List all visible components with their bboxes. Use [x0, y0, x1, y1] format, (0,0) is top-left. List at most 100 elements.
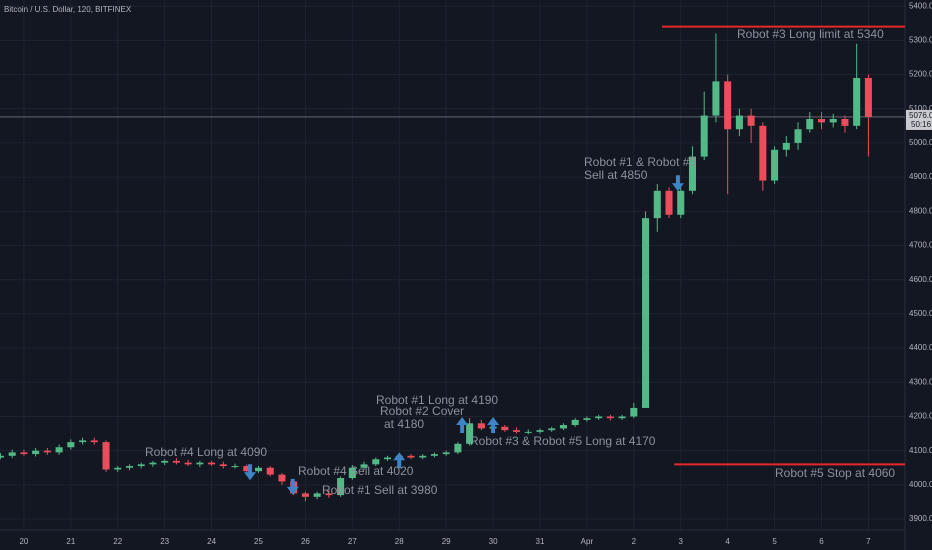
candle-body [231, 466, 239, 468]
x-tick-label: 27 [348, 537, 357, 546]
candle-body [653, 190, 661, 219]
y-tick-label: 4000.0 [909, 480, 932, 489]
y-tick-label: 4700.0 [909, 241, 932, 250]
candle-body [618, 416, 626, 419]
y-tick-label: 4600.0 [909, 275, 932, 284]
candle-body [278, 474, 286, 482]
y-tick-label: 3900.0 [909, 514, 932, 523]
candle-body [372, 459, 380, 465]
candle-body [548, 428, 556, 431]
price-tag-label: 5076.0 [909, 111, 932, 120]
signal-arrow [456, 417, 469, 434]
candle-body [466, 423, 474, 444]
x-tick-label: 24 [207, 537, 216, 546]
candle-body [67, 442, 75, 448]
y-tick-label: 5100.0 [909, 104, 932, 113]
y-tick-label: 5200.0 [909, 70, 932, 79]
candle-body [747, 115, 755, 126]
x-tick-label: 29 [442, 537, 451, 546]
price-tag [906, 109, 932, 130]
candle-body [301, 493, 309, 497]
y-tick-label: 4300.0 [909, 377, 932, 386]
y-tick-label: 5000.0 [909, 138, 932, 147]
y-tick-label: 4500.0 [909, 309, 932, 318]
y-tick-label: 4900.0 [909, 172, 932, 181]
candle-body [125, 466, 134, 468]
candle-body [419, 455, 427, 458]
candle-body [806, 118, 814, 130]
x-tick-label: 5 [772, 537, 777, 546]
annotation: Sell at 4850 [584, 168, 648, 182]
candle-body [32, 450, 40, 455]
candle-body [759, 125, 767, 181]
annotation: Robot #3 Long limit at 5340 [737, 27, 884, 41]
candle-body [43, 450, 51, 453]
annotation: Robot #5 Stop at 4060 [775, 466, 895, 480]
candle-body [559, 425, 567, 429]
candle-body [735, 115, 743, 130]
candle-body [243, 466, 251, 472]
x-tick-label: 23 [160, 537, 169, 546]
candle-body [219, 464, 227, 467]
annotation: Robot #1 Sell at 3980 [322, 483, 438, 497]
candle-body [665, 190, 673, 215]
candle-body [348, 467, 356, 479]
candle-body [477, 423, 485, 429]
candle-body [266, 467, 274, 475]
y-tick-label: 4800.0 [909, 206, 932, 215]
y-tick-label: 4100.0 [909, 446, 932, 455]
candle-body [254, 467, 263, 472]
candle-body [853, 77, 861, 126]
candle-body [841, 118, 849, 126]
candle-body [782, 142, 790, 150]
candle-body [606, 416, 614, 419]
candle-body [571, 419, 579, 426]
candle-body [864, 77, 872, 117]
signal-arrow [487, 417, 500, 434]
x-tick-label: 3 [679, 537, 684, 546]
x-tick-label: Apr [581, 537, 594, 546]
candle-body [407, 455, 415, 458]
candle-body [384, 457, 392, 460]
candle-body [172, 460, 180, 463]
annotation: Robot #4 Sell at 4020 [298, 464, 414, 478]
candle-body [114, 467, 122, 470]
candle-body [208, 462, 216, 465]
candle-body [829, 118, 837, 123]
candle-body [595, 416, 603, 419]
signal-arrow [244, 464, 257, 481]
candle-body [161, 460, 169, 463]
x-tick-label: 31 [536, 537, 545, 546]
x-tick-label: 21 [66, 537, 75, 546]
x-tick-label: 7 [866, 537, 871, 546]
candle-body [102, 442, 110, 470]
candle-body [196, 462, 204, 465]
annotation: Robot #3 & Robot #5 Long at 4170 [470, 434, 656, 448]
candle-body [817, 118, 826, 123]
candle-body [454, 443, 462, 453]
candle-body [55, 447, 63, 453]
annotation: Robot #1 Long at 4190 [376, 393, 498, 407]
x-tick-label: 28 [395, 537, 404, 546]
countdown-label: 50:16 [911, 120, 932, 129]
candle-body [513, 430, 521, 432]
x-tick-label: 4 [725, 537, 730, 546]
candle-body [524, 431, 532, 433]
y-tick-label: 5400.0 [909, 1, 932, 10]
candle-body [677, 190, 685, 215]
candle-body [771, 149, 779, 181]
annotation: Robot #4 Long at 4090 [145, 445, 267, 459]
candle-body [724, 81, 732, 130]
candle-body [337, 478, 345, 496]
candle-body [137, 464, 145, 467]
candle-body [536, 430, 544, 432]
candle-body [90, 440, 98, 443]
candle-body [712, 81, 720, 116]
y-tick-label: 5300.0 [909, 35, 932, 44]
candle-body [360, 464, 368, 468]
signal-arrow [286, 478, 299, 495]
chart-title: Bitcoin / U.S. Dollar, 120, BITFINEX [4, 5, 132, 14]
